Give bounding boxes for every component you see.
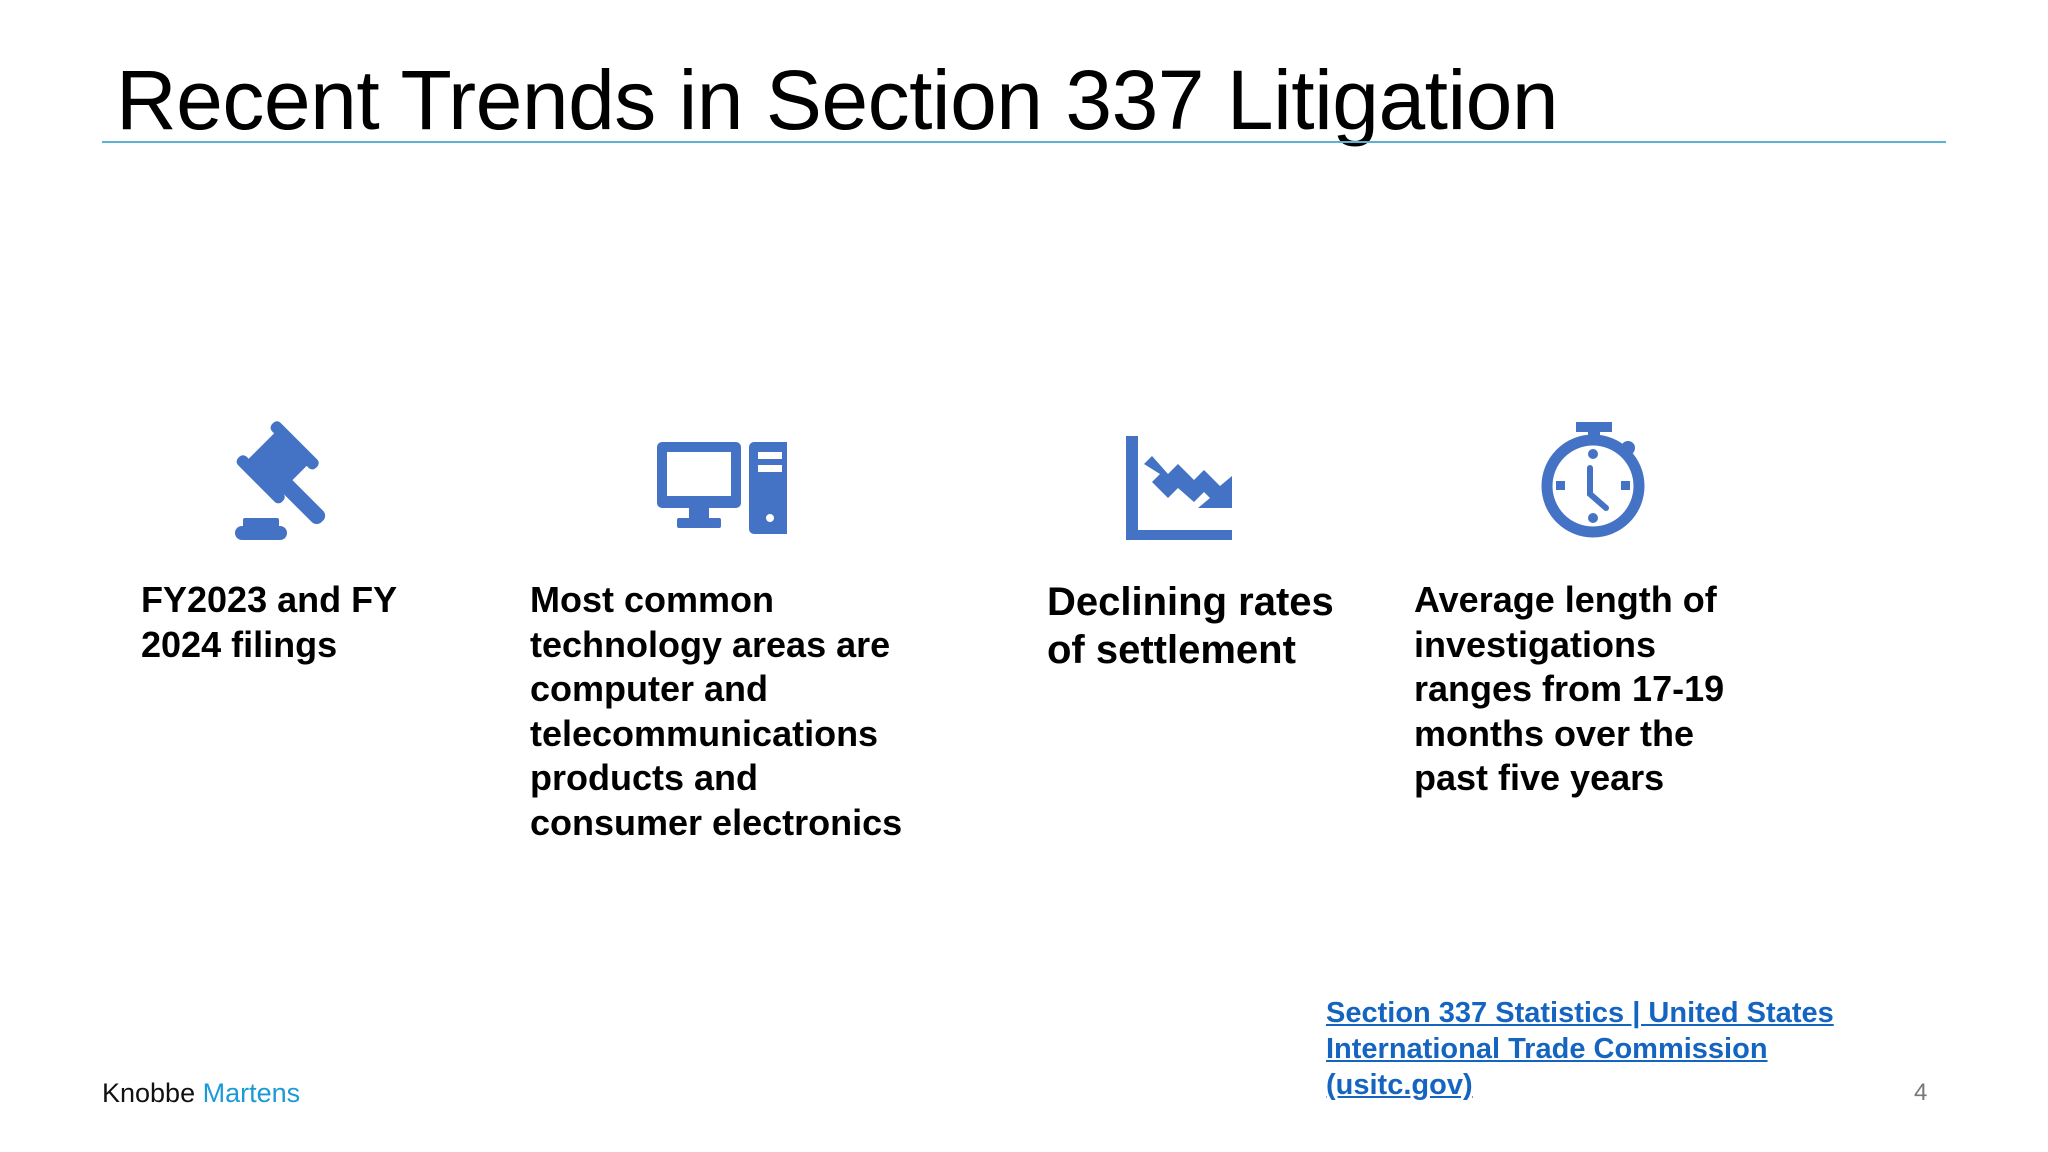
page-number: 4 <box>1914 1079 1928 1106</box>
declining-chart-icon <box>1122 432 1252 562</box>
technology-areas-text: Most common technology areas are compute… <box>530 579 903 843</box>
knobbe-martens-logo: Knobbe Martens <box>102 1078 301 1108</box>
title-divider <box>102 141 1946 143</box>
gavel-icon <box>207 418 337 548</box>
desktop-computer-icon <box>657 428 787 558</box>
usitc-source-link[interactable]: Section 337 Statistics | United States I… <box>1326 997 1834 1101</box>
settlement-text: Declining rates of settlement <box>1047 580 1334 672</box>
investigation-length-text: Average length of investigations ranges … <box>1414 579 1725 798</box>
slide-title: Recent Trends in Section 337 Litigation <box>116 53 1559 147</box>
stopwatch-icon <box>1528 418 1658 548</box>
filings-text: FY2023 and FY 2024 filings <box>141 579 398 665</box>
